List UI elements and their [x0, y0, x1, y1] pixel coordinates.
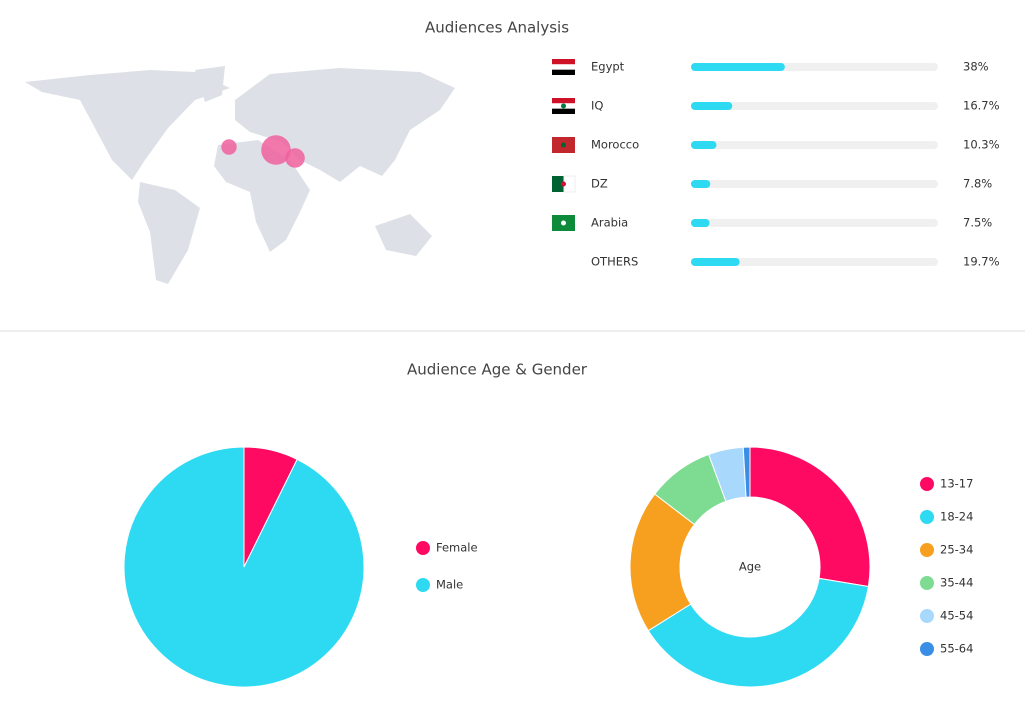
bar — [691, 102, 733, 110]
flag — [552, 108, 575, 114]
world-map — [25, 66, 455, 284]
bar — [691, 258, 740, 266]
country-name: DZ — [591, 177, 608, 191]
legend-label: Female — [436, 541, 478, 555]
section-title: Audiences Analysis — [425, 19, 569, 37]
legend-label: 18-24 — [940, 510, 973, 524]
legend-marker — [920, 609, 934, 623]
bar-track — [691, 219, 938, 227]
legend-marker — [920, 543, 934, 557]
map-bubble — [285, 148, 305, 168]
legend-label: 45-54 — [940, 609, 973, 623]
flag — [552, 69, 575, 75]
legend-label: 25-34 — [940, 543, 973, 557]
slice — [742, 446, 751, 498]
flag-emblem — [561, 142, 566, 148]
bar-track — [691, 258, 938, 266]
country-value: 10.3% — [963, 138, 1000, 152]
country-value: 7.8% — [963, 177, 992, 191]
bar-track — [691, 102, 938, 110]
bar — [691, 180, 711, 188]
legend-label: 13-17 — [940, 477, 973, 491]
country-value: 19.7% — [963, 255, 1000, 269]
flag — [552, 98, 575, 104]
bar-track — [691, 180, 938, 188]
country-name: Egypt — [591, 60, 625, 74]
legend-marker — [920, 576, 934, 590]
bar-track — [691, 141, 938, 149]
country-name: IQ — [591, 99, 603, 113]
slice — [749, 446, 871, 588]
legend-marker — [416, 578, 430, 592]
flag — [552, 64, 575, 70]
slice — [647, 577, 869, 688]
legend-marker — [920, 510, 934, 524]
bar — [691, 141, 717, 149]
legend-label: Male — [436, 578, 463, 592]
country-value: 7.5% — [963, 216, 992, 230]
legend-marker — [416, 541, 430, 555]
center-label: Age — [739, 560, 761, 574]
map-bubble — [261, 135, 291, 165]
map-bubble — [221, 139, 237, 155]
section-title: Audience Age & Gender — [407, 361, 588, 379]
country-name: OTHERS — [591, 255, 638, 269]
flag-emblem — [561, 181, 566, 187]
flag — [552, 59, 575, 65]
legend-marker — [920, 477, 934, 491]
flag-emblem — [561, 103, 566, 109]
flag — [552, 176, 564, 192]
bar — [691, 63, 785, 71]
legend-marker — [920, 642, 934, 656]
country-name: Arabia — [591, 216, 628, 230]
legend-label: 55-64 — [940, 642, 973, 656]
slice — [123, 446, 365, 688]
country-value: 38% — [963, 60, 989, 74]
bar — [691, 219, 710, 227]
country-name: Morocco — [591, 138, 639, 152]
flag-emblem — [561, 220, 566, 226]
legend-label: 35-44 — [940, 576, 973, 590]
country-value: 16.7% — [963, 99, 1000, 113]
